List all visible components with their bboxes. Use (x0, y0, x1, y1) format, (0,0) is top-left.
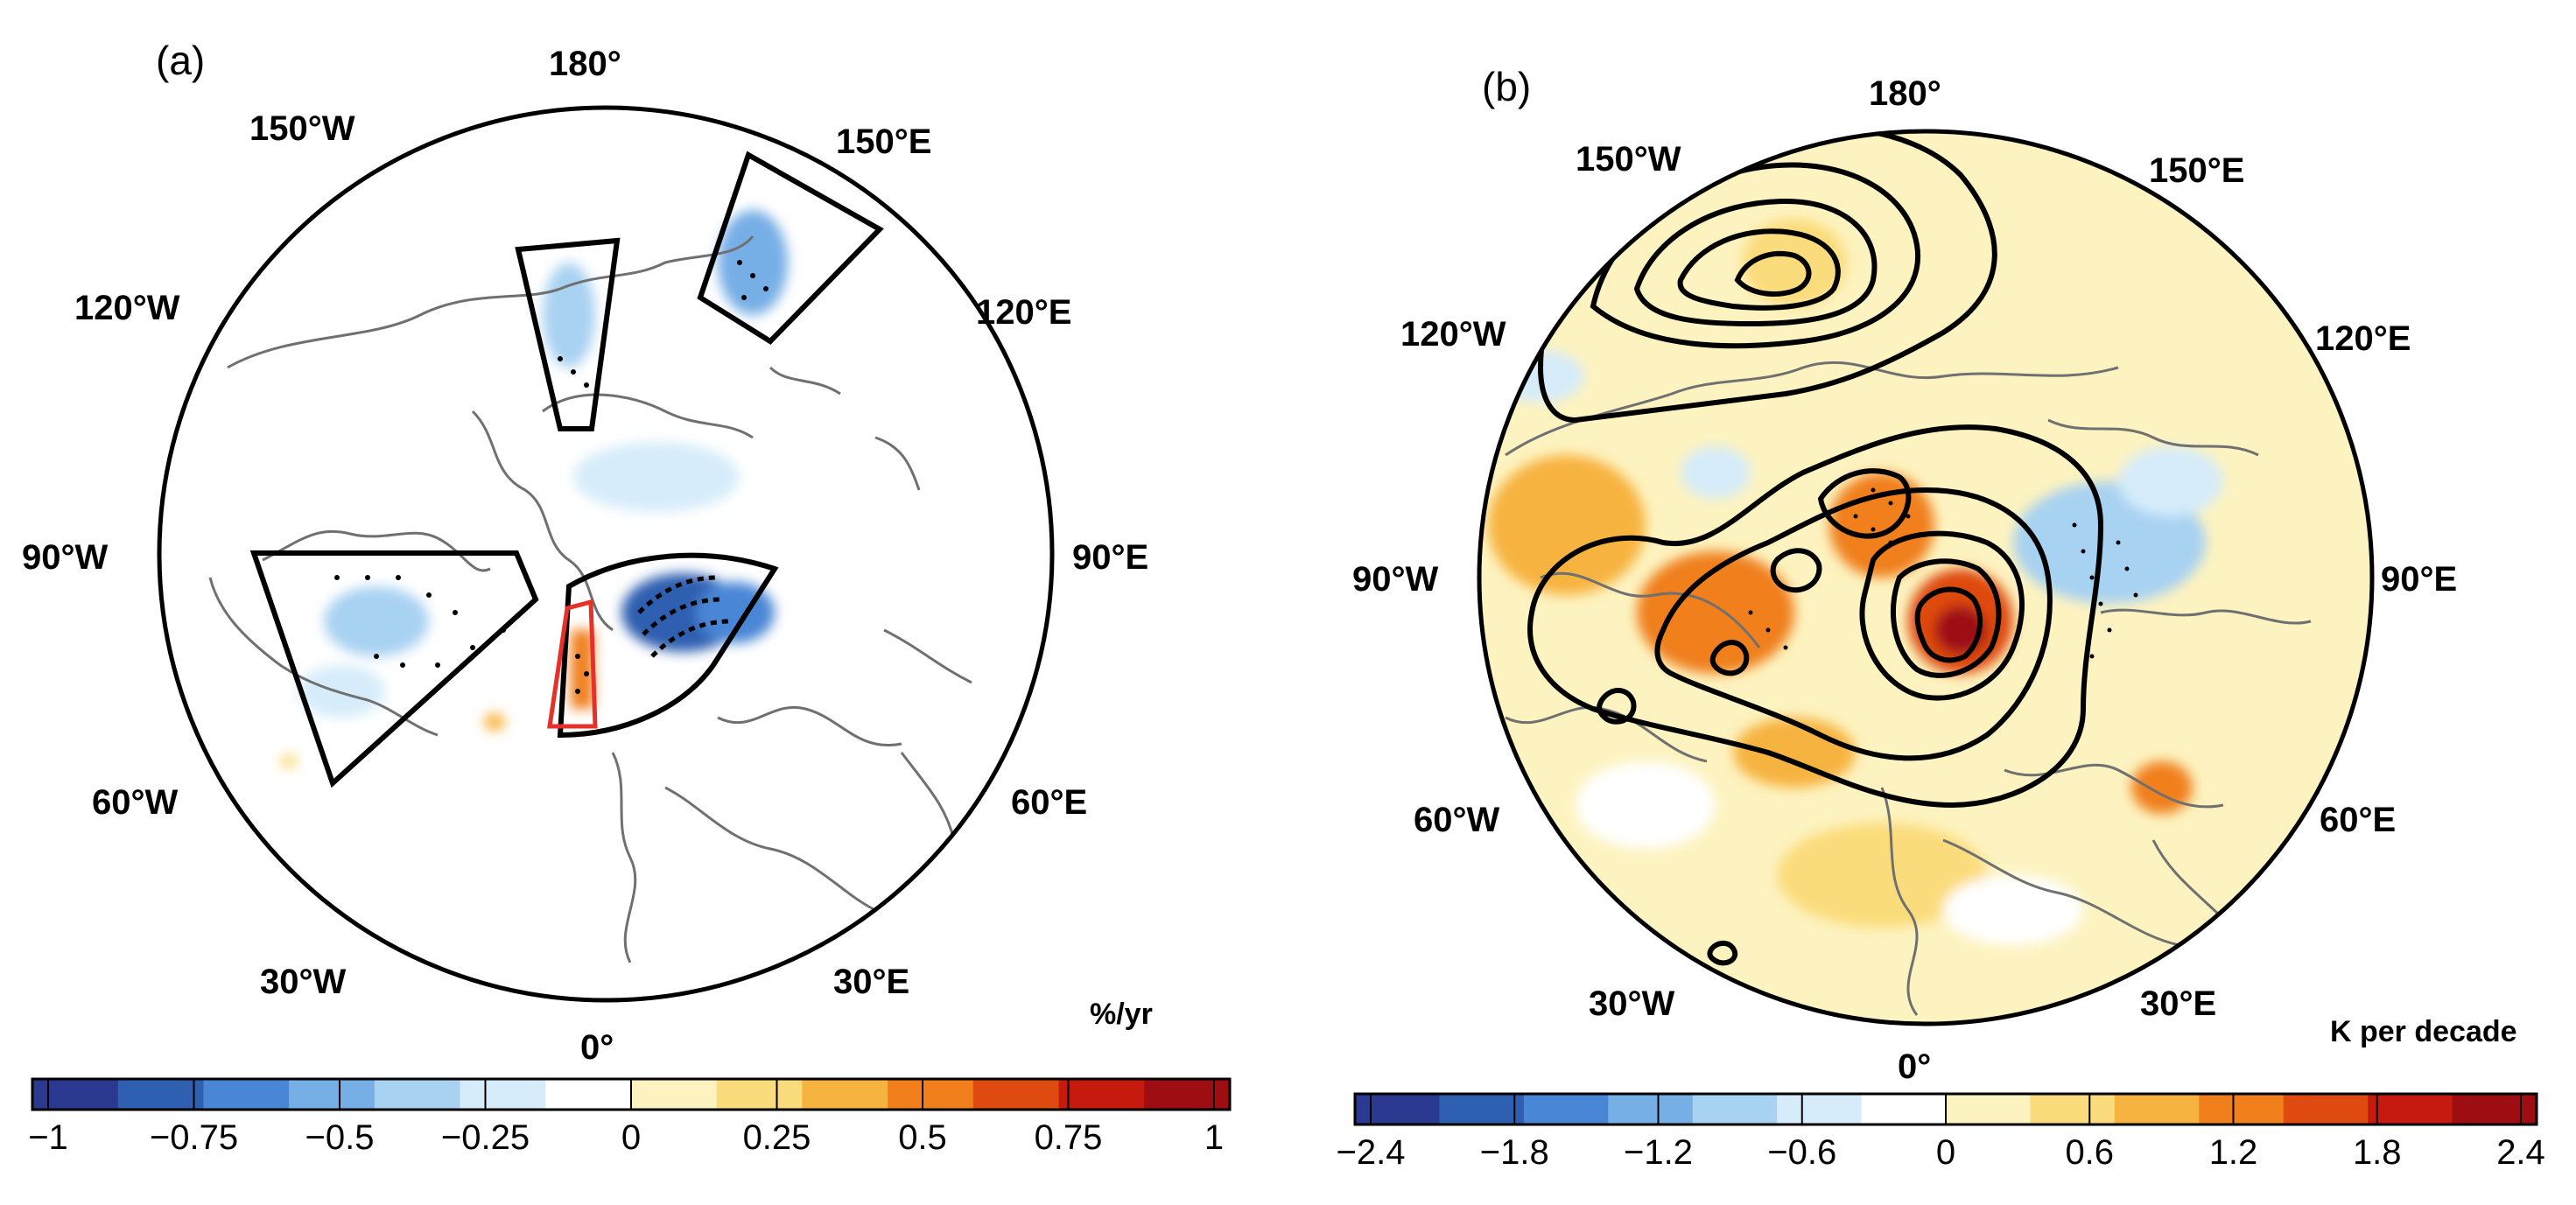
box-chukotka (515, 237, 621, 431)
colorbar-swatch (1523, 1094, 1609, 1124)
colorbar-tick-label: 1.2 (2209, 1133, 2258, 1172)
colorbar-tick-label: 0 (621, 1118, 641, 1157)
colorbar-tick-label: −2.4 (1337, 1133, 1406, 1172)
colorbar-swatch (1058, 1079, 1145, 1110)
lon-label: 120°W (1400, 315, 1506, 354)
panel-b-rim (1477, 129, 2375, 1026)
panel-a-map (208, 151, 972, 963)
lon-label: 120°E (2315, 319, 2411, 358)
panel-a: (a) (22, 38, 1232, 1157)
lon-label: 30°E (833, 963, 909, 1001)
colorbar-tick-label: −0.6 (1767, 1133, 1836, 1172)
colorbar-swatch (2452, 1094, 2537, 1124)
box-east-siberia (697, 151, 884, 345)
lon-label: 180° (1869, 74, 1941, 113)
colorbar-swatch (1692, 1094, 1778, 1124)
colorbar-swatch (1861, 1094, 1947, 1124)
colorbar-swatch (32, 1079, 119, 1110)
colorbar-tick-label: 1.8 (2353, 1133, 2402, 1172)
panel-a-label: (a) (156, 38, 205, 83)
colorbar-swatch (460, 1079, 546, 1110)
colorbar-tick-label: 1 (1204, 1118, 1224, 1157)
colorbar-swatch (1777, 1094, 1863, 1124)
colorbar-tick-label: −0.25 (441, 1118, 530, 1157)
lon-label: 150°W (249, 109, 355, 148)
colorbar-swatch (1946, 1094, 2031, 1124)
colorbar-swatch (2283, 1094, 2369, 1124)
panel-b-trend-field (1488, 219, 2223, 945)
colorbar-tick-label: 0.6 (2065, 1133, 2114, 1172)
lon-label: 60°W (92, 783, 178, 822)
colorbar-swatch (888, 1079, 974, 1110)
panel-b-unit: K per decade (2330, 1015, 2517, 1048)
box-scandinavia (557, 552, 779, 739)
lon-label: 30°W (260, 963, 346, 1001)
box-north-america (249, 550, 539, 788)
colorbar-swatch (545, 1079, 632, 1110)
colorbar-tick-label: −1.8 (1480, 1133, 1549, 1172)
lon-label: 120°E (976, 293, 1071, 332)
box-highlight-red (547, 599, 598, 729)
colorbar-swatch (203, 1079, 290, 1110)
colorbar-swatch (374, 1079, 461, 1110)
panel-b-map (1479, 131, 2372, 1024)
colorbar-swatch (1439, 1094, 1525, 1124)
lon-label: 120°W (74, 289, 180, 327)
colorbar-tick-label: 0.25 (743, 1118, 811, 1157)
panel-a-colorbar: −1 −0.75 −0.5 −0.25 0 0.25 0.5 0.75 1 (28, 1077, 1232, 1157)
colorbar-swatch (2368, 1094, 2453, 1124)
lon-label: 30°E (2140, 984, 2216, 1023)
lon-label: 0° (1898, 1047, 1931, 1086)
lon-label: 150°E (2149, 151, 2244, 190)
lon-label: 90°E (2381, 560, 2457, 599)
colorbar-swatch (117, 1079, 204, 1110)
colorbar-swatch (716, 1079, 803, 1110)
panel-b: (b) (1337, 64, 2545, 1172)
panel-a-lon-labels: 180° 150°E 120°E 90°E 60°E 30°E 0° 30°W … (22, 45, 1148, 1067)
colorbar-tick-label: 0.5 (898, 1118, 947, 1157)
panel-a-region-boxes (249, 151, 884, 788)
panel-a-trend-field (280, 210, 788, 768)
colorbar-tick-label: −0.5 (305, 1118, 375, 1157)
colorbar-swatch (1144, 1079, 1231, 1110)
colorbar-swatch (2030, 1094, 2116, 1124)
colorbar-tick-label: 0 (1936, 1133, 1955, 1172)
colorbar-swatch (631, 1079, 718, 1110)
colorbar-swatch (289, 1079, 376, 1110)
panel-a-unit: %/yr (1090, 998, 1153, 1031)
lon-label: 60°E (2320, 801, 2396, 839)
colorbar-swatch (2199, 1094, 2285, 1124)
lon-label: 90°W (22, 538, 108, 577)
panel-b-significance-dots (1748, 487, 2138, 659)
colorbar-tick-label: −0.75 (150, 1118, 238, 1157)
colorbar-tick-label: 0.75 (1035, 1118, 1103, 1157)
panel-b-lon-labels: 180° 150°E 120°E 90°E 60°E 30°E 0° 30°W … (1352, 74, 2457, 1086)
lon-label: 60°W (1414, 801, 1499, 839)
panel-a-rim (157, 105, 1055, 1003)
panel-a-coastlines (208, 235, 972, 963)
panel-b-label: (b) (1482, 64, 1531, 109)
colorbar-swatch (1608, 1094, 1694, 1124)
panel-a-significance-dots (334, 260, 769, 694)
colorbar-swatch (802, 1079, 888, 1110)
colorbar-tick-label: −1 (28, 1118, 68, 1157)
colorbar-tick-label: 2.4 (2496, 1133, 2545, 1172)
colorbar-tick-label: −1.2 (1624, 1133, 1693, 1172)
lon-label: 150°E (836, 123, 931, 161)
colorbar-swatch (2114, 1094, 2200, 1124)
colorbar-swatch (972, 1079, 1060, 1110)
lon-label: 180° (549, 45, 621, 83)
lon-label: 60°E (1011, 783, 1087, 822)
lon-label: 30°W (1589, 984, 1674, 1023)
lon-label: 90°E (1072, 538, 1148, 577)
colorbar-swatch (1355, 1094, 1440, 1124)
lon-label: 150°W (1576, 140, 1681, 179)
panel-b-colorbar: −2.4 −1.8 −1.2 −0.6 0 0.6 1.2 1.8 2.4 (1337, 1092, 2545, 1172)
lon-label: 90°W (1352, 560, 1438, 599)
lon-label: 0° (580, 1028, 614, 1067)
